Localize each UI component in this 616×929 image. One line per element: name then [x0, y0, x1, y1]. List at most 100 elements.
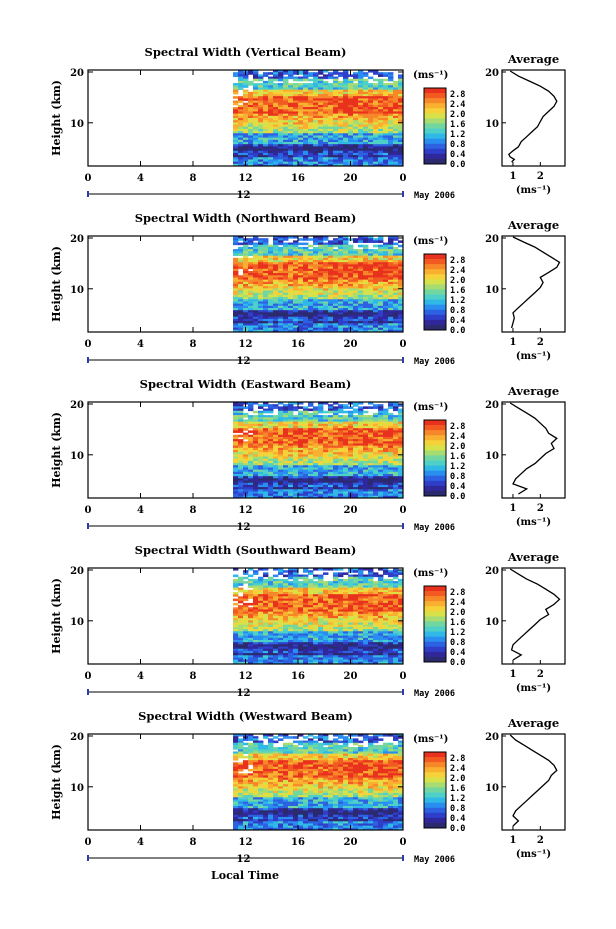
heatmap-cell	[318, 264, 324, 267]
heatmap-cell	[303, 321, 309, 324]
heatmap-cell	[268, 137, 274, 141]
heatmap-cell	[383, 463, 389, 466]
heatmap-cell	[353, 574, 359, 578]
date-label: May 2006	[414, 357, 455, 367]
heatmap-cell	[328, 493, 334, 497]
heatmap-cell	[233, 124, 239, 128]
heatmap-cell	[363, 262, 369, 265]
heatmap-cell	[393, 111, 399, 115]
heatmap-cell	[328, 83, 334, 86]
heatmap-cell	[308, 124, 314, 128]
heatmap-cell	[253, 251, 259, 254]
heatmap-cell	[263, 135, 269, 139]
heatmap-cell	[283, 133, 289, 136]
heatmap-cell	[363, 292, 369, 296]
heatmap-cell	[398, 430, 404, 433]
heatmap-cell	[293, 454, 299, 457]
heatmap-cell	[368, 585, 374, 589]
heatmap-cell	[303, 495, 309, 499]
heatmap-cell	[373, 249, 379, 252]
colorbar-swatch	[424, 138, 446, 145]
heatmap-cell	[378, 303, 384, 307]
heatmap-cell	[313, 299, 319, 302]
heatmap-cell	[323, 589, 329, 593]
heatmap-cell	[328, 264, 334, 267]
heatmap-cell	[278, 489, 284, 492]
heatmap-cell	[258, 290, 264, 294]
heatmap-cell	[303, 325, 309, 329]
heatmap-cell	[303, 432, 309, 436]
heatmap-cell	[363, 255, 369, 259]
colorbar-tick-label: 2.8	[450, 422, 465, 432]
x-tick-label: 12	[239, 339, 253, 350]
heatmap-cell	[273, 587, 279, 591]
heatmap-cell	[323, 124, 329, 128]
heatmap-cell	[283, 454, 289, 457]
heatmap-cell	[358, 480, 364, 484]
heatmap-cell	[273, 434, 279, 438]
heatmap-cell	[333, 139, 339, 143]
heatmap-cell	[368, 281, 374, 285]
heatmap-cell	[258, 454, 264, 457]
heatmap-cell	[243, 113, 249, 117]
heatmap-cell	[373, 144, 379, 147]
heatmap-cell	[343, 478, 349, 481]
heatmap-cell	[318, 600, 324, 604]
heatmap-cell	[258, 107, 264, 110]
heatmap-cell	[398, 161, 404, 165]
heatmap-cell	[323, 594, 329, 597]
heatmap-cell	[323, 423, 329, 427]
heatmap-cell	[333, 242, 339, 246]
heatmap-cell	[338, 589, 344, 593]
heatmap-cell	[343, 102, 349, 106]
heatmap-cell	[323, 242, 329, 246]
heatmap-cell	[248, 240, 254, 243]
heatmap-cell	[303, 251, 309, 254]
heatmap-cell	[378, 436, 384, 440]
heatmap-cell	[353, 133, 359, 136]
heatmap-cell	[293, 581, 299, 584]
heatmap-cell	[358, 600, 364, 604]
heatmap-cell	[303, 281, 309, 285]
heatmap-cell	[398, 251, 404, 254]
heatmap-cell	[358, 587, 364, 591]
heatmap-cell	[238, 281, 244, 285]
heatmap-cell	[268, 146, 274, 149]
heatmap-cell	[378, 423, 384, 427]
heatmap-cell	[258, 589, 264, 593]
heatmap-cell	[283, 159, 289, 163]
heatmap-cell	[348, 102, 354, 106]
heatmap-cell	[348, 284, 354, 287]
heatmap-cell	[283, 480, 289, 484]
heatmap-cell	[288, 312, 294, 315]
heatmap-cell	[348, 487, 354, 490]
heatmap-cell	[358, 113, 364, 117]
heatmap-cell	[293, 299, 299, 302]
heatmap-cell	[343, 286, 349, 289]
heatmap-cell	[263, 443, 269, 447]
heatmap-cell	[263, 434, 269, 438]
heatmap-cell	[278, 78, 284, 82]
heatmap-cell	[243, 325, 249, 329]
heatmap-cell	[278, 253, 284, 257]
heatmap-cell	[323, 327, 329, 331]
heatmap-cell	[383, 423, 389, 427]
heatmap-cell	[343, 428, 349, 431]
heatmap-cell	[243, 487, 249, 490]
heatmap-cell	[368, 480, 374, 484]
heatmap-cell	[398, 292, 404, 296]
heatmap-cell	[273, 436, 279, 440]
heatmap-cell	[388, 329, 394, 333]
heatmap-cell	[323, 70, 329, 73]
heatmap-cell	[388, 74, 394, 77]
heatmap-cell	[388, 286, 394, 289]
heatmap-cell	[328, 262, 334, 265]
heatmap-cell	[298, 299, 304, 302]
heatmap-cell	[238, 139, 244, 143]
heatmap-cell	[238, 135, 244, 139]
heatmap-cell	[383, 415, 389, 418]
heatmap-cell	[243, 299, 249, 302]
heatmap-cell	[263, 585, 269, 589]
y-tick-label: 20	[70, 68, 84, 79]
heatmap-cell	[278, 131, 284, 134]
